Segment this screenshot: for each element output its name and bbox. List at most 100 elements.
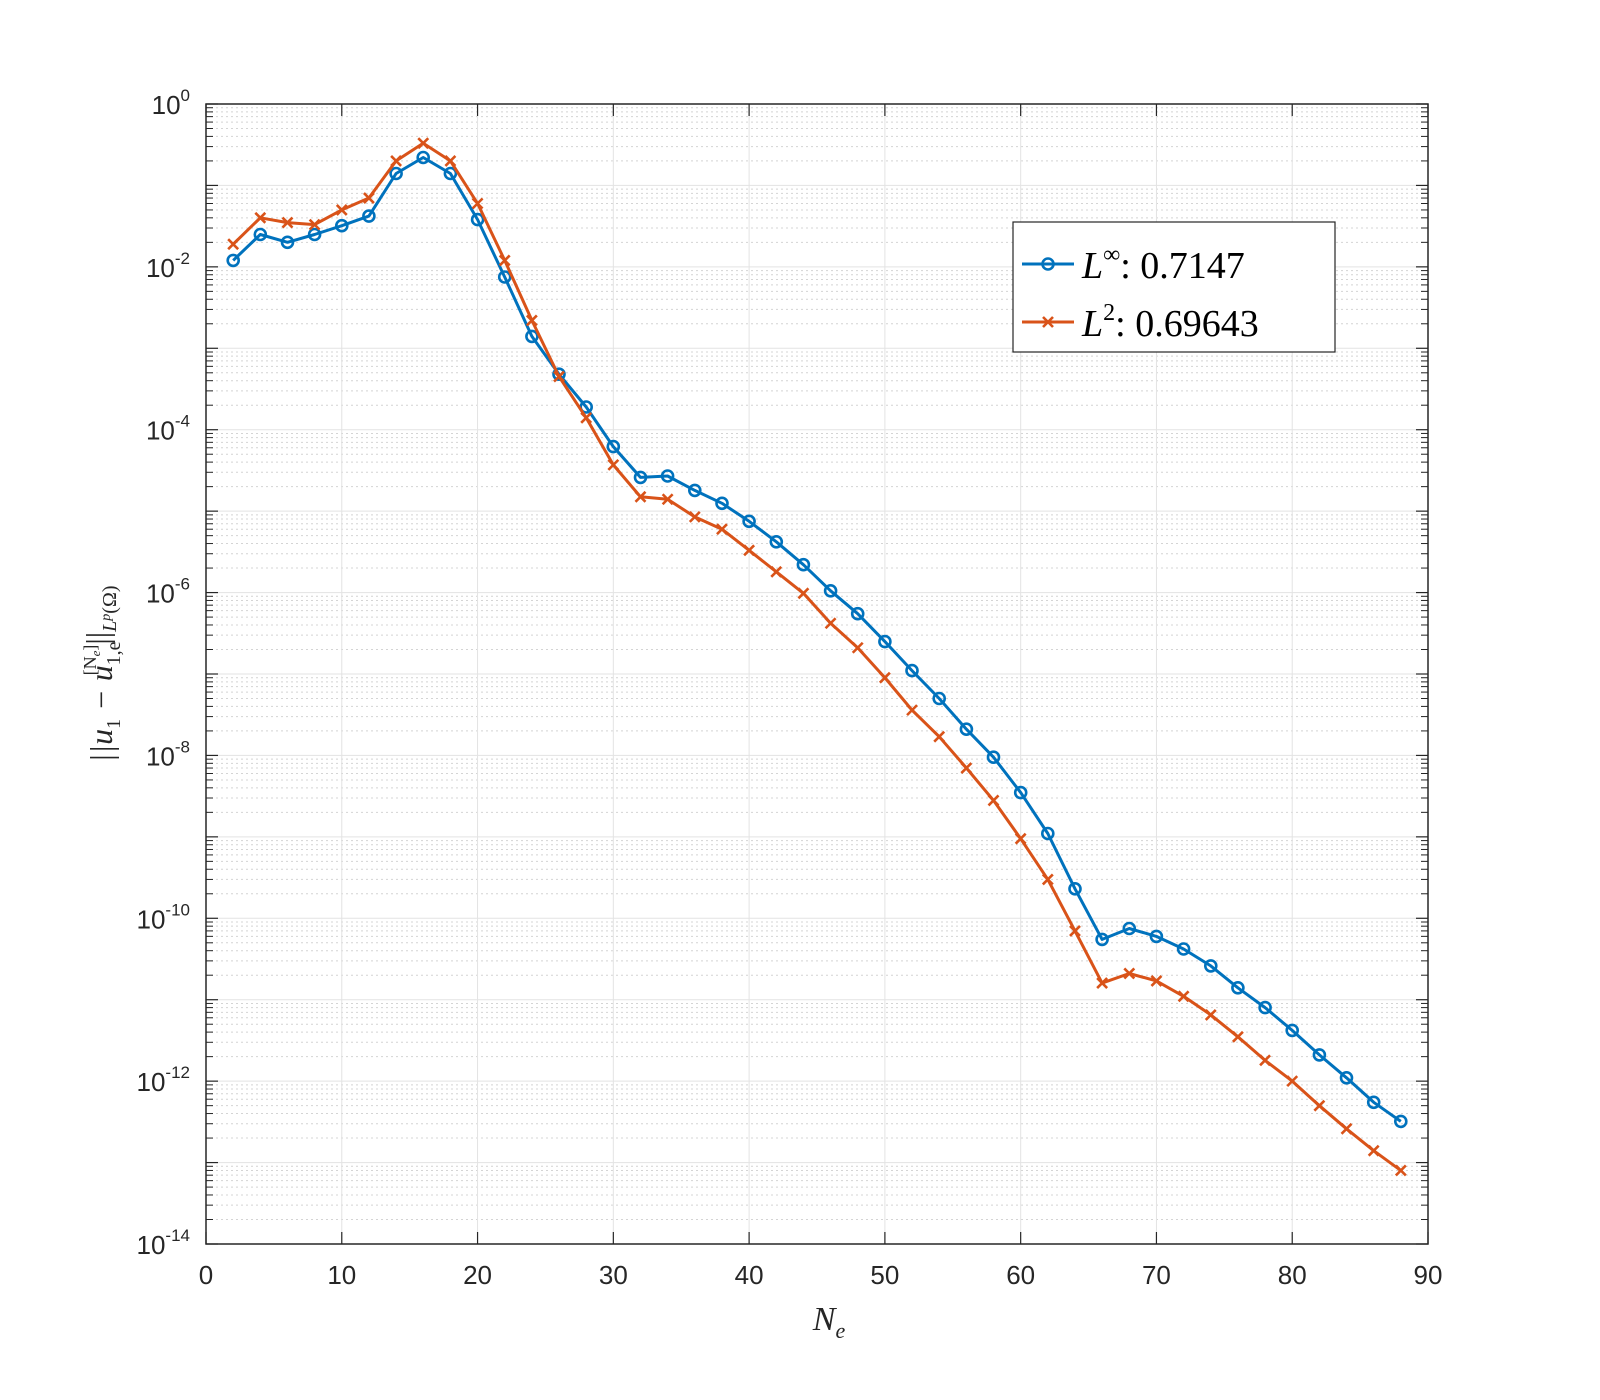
y-label-open: ||u <box>83 729 119 763</box>
y-axis-label: ||u1 − u1,e[Ne]||Lp(Ω) <box>79 586 125 763</box>
y-label-sub2: 1,e <box>103 641 125 665</box>
data-point-l2 <box>824 617 837 630</box>
data-point-l2 <box>1204 1009 1217 1021</box>
data-point-l2 <box>960 762 973 774</box>
data-point-l2 <box>743 544 756 557</box>
data-point-l2 <box>1340 1122 1353 1135</box>
x-tick-label: 50 <box>870 1260 899 1290</box>
data-point-linf <box>226 253 240 268</box>
x-tick-label: 20 <box>463 1260 492 1290</box>
data-point-l2 <box>254 211 267 224</box>
x-tick-label: 0 <box>199 1260 213 1290</box>
y-tick-base: 10 <box>146 579 175 609</box>
data-point-linf <box>1204 959 1218 973</box>
y-tick-base: 10 <box>146 741 175 771</box>
y-tick-exponent: 0 <box>181 86 190 105</box>
data-point-linf <box>1149 929 1164 944</box>
data-point-l2 <box>1286 1075 1299 1088</box>
data-point-l2 <box>444 154 457 167</box>
legend-linf-base: L <box>1081 245 1103 287</box>
legend-l2-marker <box>1042 316 1054 328</box>
y-tick-label: 10-6 <box>146 575 190 609</box>
x-tick-label: 40 <box>735 1260 764 1290</box>
data-point-linf <box>362 209 376 223</box>
y-tick-exponent: -6 <box>175 575 190 594</box>
data-point-linf <box>253 227 268 242</box>
data-point-linf <box>959 722 974 737</box>
legend-l2-label: L2: 0.69643 <box>1081 300 1259 345</box>
data-point-linf <box>1312 1048 1327 1062</box>
data-point-linf <box>606 439 621 454</box>
data-point-l2 <box>308 218 321 231</box>
data-point-linf <box>1366 1095 1381 1110</box>
data-point-linf <box>905 663 919 678</box>
legend-l2-base: L <box>1081 303 1103 345</box>
data-point-l2 <box>688 510 701 523</box>
y-tick-base: 10 <box>137 1230 166 1260</box>
x-axis-label-base: N <box>812 1301 838 1338</box>
data-point-linf <box>823 583 838 598</box>
data-point-linf <box>443 166 458 181</box>
data-point-linf <box>986 750 1001 765</box>
data-point-l2 <box>634 490 647 503</box>
data-point-linf <box>742 514 756 529</box>
data-point-linf <box>633 470 648 485</box>
data-point-linf <box>1176 942 1191 956</box>
data-point-linf <box>389 166 403 181</box>
x-tick-label: 80 <box>1278 1260 1307 1290</box>
data-point-linf <box>715 496 729 511</box>
series-layer <box>226 137 1408 1177</box>
y-tick-base: 10 <box>146 416 175 446</box>
legend: L∞: 0.7147 L2: 0.69643 <box>1012 221 1336 353</box>
y-tick-base: 10 <box>137 1067 166 1097</box>
data-point-linf <box>932 691 947 706</box>
y-label-sup: [N <box>80 656 100 675</box>
data-point-linf <box>660 469 675 483</box>
data-point-l2 <box>335 204 348 216</box>
data-point-linf <box>1258 1000 1272 1015</box>
data-point-l2 <box>363 192 375 204</box>
data-point-l2 <box>661 493 674 506</box>
data-point-l2 <box>580 411 593 424</box>
data-point-l2 <box>1150 975 1163 987</box>
data-point-linf <box>552 367 566 382</box>
y-tick-label: 10-12 <box>137 1063 191 1097</box>
data-point-l2 <box>933 730 946 743</box>
data-point-l2 <box>1231 1030 1244 1043</box>
data-point-linf <box>525 329 539 344</box>
y-tick-exponent: -8 <box>175 737 190 756</box>
data-point-l2 <box>716 523 728 536</box>
y-label-norm-sup: p <box>99 614 114 622</box>
data-point-linf <box>1013 785 1028 800</box>
y-tick-exponent: -10 <box>165 900 190 919</box>
y-tick-label: 10-10 <box>137 900 191 934</box>
data-point-linf <box>497 270 512 284</box>
data-point-linf <box>1394 1114 1408 1129</box>
data-point-l2 <box>987 794 1000 807</box>
data-point-l2 <box>607 458 620 471</box>
data-point-l2 <box>797 587 810 600</box>
data-point-linf <box>1285 1023 1299 1038</box>
data-point-linf <box>1122 921 1137 936</box>
legend-linf-marker <box>1041 257 1055 271</box>
data-point-l2 <box>525 314 538 327</box>
data-point-l2 <box>1041 873 1054 886</box>
data-point-l2 <box>1313 1099 1326 1112</box>
data-point-linf <box>334 218 349 233</box>
data-point-l2 <box>770 565 783 578</box>
x-tick-labels: 0 10 20 30 40 50 60 70 80 90 <box>199 1260 1443 1290</box>
y-tick-label: 10-14 <box>137 1226 191 1260</box>
legend-l2-value: : 0.69643 <box>1115 303 1259 345</box>
data-point-linf <box>796 557 811 572</box>
data-point-l2 <box>1177 990 1190 1003</box>
y-tick-base: 10 <box>152 90 181 120</box>
data-point-linf <box>687 483 702 498</box>
legend-l2-sup: 2 <box>1103 300 1115 326</box>
y-label-norm: L <box>99 621 121 633</box>
y-tick-base: 10 <box>137 904 166 934</box>
axis-ticks <box>205 103 1429 1245</box>
legend-entry-linf: L∞: 0.7147 <box>1022 242 1245 287</box>
data-point-l2 <box>851 641 864 654</box>
